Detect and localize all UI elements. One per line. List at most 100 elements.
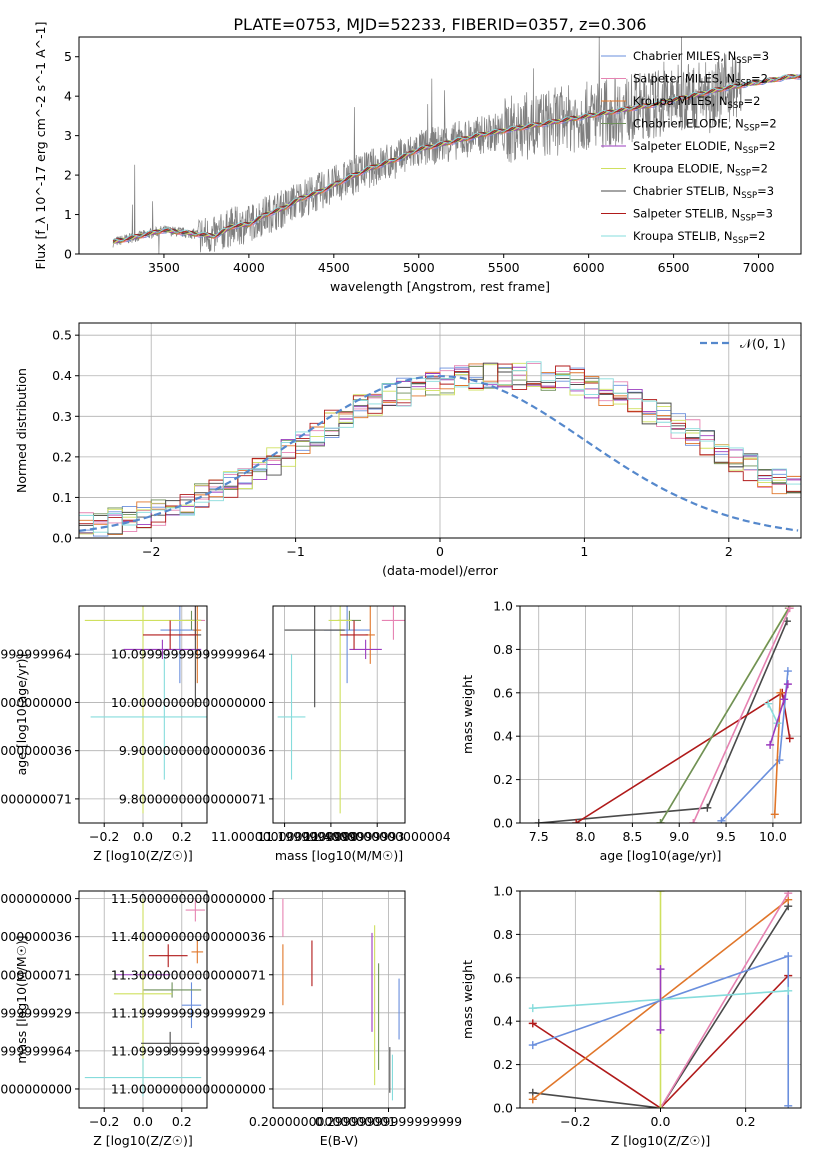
x-tick-label: 4500 (318, 260, 350, 275)
x-axis-label: Z [log10(Z/Z☉)] (93, 1133, 193, 1148)
data-point-marker (785, 734, 794, 743)
y-tick-label: 10.09999999999999964 (111, 647, 266, 662)
y-tick-label: 0.4 (493, 1014, 513, 1029)
data-point-marker (528, 1041, 537, 1050)
y-tick-label: 10.00000000000000000 (0, 695, 72, 710)
data-point-marker (784, 1101, 793, 1108)
y-tick-label: 11.30000000000000071 (0, 967, 72, 982)
model-line (112, 73, 801, 241)
x-tick-label: 2 (725, 544, 733, 559)
y-tick-label: 10.09999999999999964 (0, 647, 72, 662)
data-point-marker (717, 816, 726, 823)
x-tick-label: 11.4000000000000004 (304, 829, 451, 844)
plot-area-mass_vs_ebv (282, 898, 400, 1101)
x-axis-label: wavelength [Angstrom, rest frame] (330, 279, 550, 294)
data-point-marker (785, 606, 794, 613)
data-point-marker (689, 819, 698, 823)
y-axis-label: age [log10(age/yr)] (14, 654, 29, 776)
series-line (538, 620, 788, 823)
x-tick-label: 0.20000000000000001 (249, 1114, 396, 1129)
axes-frame (78, 605, 208, 824)
y-tick-label: 11.00000000000000000 (111, 1081, 266, 1096)
y-axis-label: mass [log10(M/M☉)] (14, 935, 29, 1063)
x-tick-label: 6500 (658, 260, 690, 275)
x-tick-label: 5500 (488, 260, 520, 275)
y-tick-label: 11.09999999999999964 (0, 1043, 72, 1058)
y-tick-label: 0.2 (493, 1057, 513, 1072)
x-tick-label: −0.2 (89, 1114, 119, 1129)
series-line (659, 607, 790, 823)
y-tick-label: 11.19999999999999929 (111, 1005, 266, 1020)
panel-age_vs_mass: 11.000000000000000011.199999999999999311… (111, 605, 451, 863)
data-point-marker (766, 740, 775, 749)
axes-frame (519, 890, 802, 1109)
y-tick-label: 11.30000000000000071 (111, 967, 266, 982)
y-tick-label: 0.3 (52, 409, 72, 424)
y-tick-label: 11.00000000000000000 (0, 1081, 72, 1096)
y-tick-label: 0.5 (52, 328, 72, 343)
data-point-marker (656, 891, 665, 895)
x-tick-label: −0.2 (560, 1114, 590, 1129)
x-tick-label: −2 (142, 544, 160, 559)
axes-frame (78, 36, 802, 255)
plot-area-spectrum (112, 37, 801, 254)
y-tick-label: 3 (64, 128, 72, 143)
x-tick-label: −0.2 (89, 829, 119, 844)
series-line (659, 892, 789, 1108)
axes-frame (519, 605, 802, 824)
x-axis-label: mass [log10(M/M☉)] (275, 848, 403, 863)
x-tick-label: 0.2 (172, 829, 192, 844)
data-point-marker (784, 986, 793, 995)
x-tick-label: 0.2 (172, 1114, 192, 1129)
x-tick-label: 0.2 (736, 1114, 756, 1129)
series-line (575, 691, 791, 823)
x-tick-label: 5000 (403, 260, 435, 275)
legend-label: Salpeter MILES, NSSP=2 (633, 72, 768, 89)
plot-area-mass_vs_Z (84, 898, 206, 1097)
data-point-marker (656, 1025, 665, 1034)
y-tick-label: 0.0 (52, 531, 72, 546)
y-tick-label: 11.50000000000000000 (0, 891, 72, 906)
x-tick-label: 7.5 (529, 829, 549, 844)
y-tick-label: 0.2 (52, 449, 72, 464)
panel-age_vs_Z: −0.2 0.0 0.2 9.80000000000000071 9.900000000… (0, 605, 208, 863)
y-tick-label: 0.0 (493, 1101, 513, 1116)
x-tick-label: 7000 (743, 260, 775, 275)
data-point-marker (780, 695, 789, 704)
data-point-marker (703, 803, 712, 812)
data-point-marker (784, 952, 793, 961)
y-tick-label: 0.4 (52, 368, 72, 383)
x-tick-label: 6000 (573, 260, 605, 275)
axes-frame (78, 890, 208, 1109)
y-tick-label: 11.40000000000000036 (0, 929, 72, 944)
y-axis-label: mass weight (460, 675, 475, 754)
x-axis-label: age [log10(age/yr)] (600, 848, 722, 863)
y-axis-label: Flux [f_λ 10^-17 erg cm^-2 s^-1 A^-1] (33, 22, 48, 270)
data-point-marker (572, 819, 581, 823)
gaussian-curve (79, 375, 799, 532)
x-tick-label: 1 (580, 544, 588, 559)
legend-label: Kroupa MILES, NSSP=2 (633, 94, 760, 111)
series-line (532, 975, 789, 1108)
y-tick-label: 0.8 (493, 642, 513, 657)
y-tick-label: 0.0 (493, 816, 513, 831)
y-tick-label: 11.40000000000000036 (111, 929, 266, 944)
x-tick-label: 8.5 (622, 829, 642, 844)
y-tick-label: 0.2 (493, 772, 513, 787)
plot-area-age_vs_mass (277, 606, 405, 814)
legend-label: Chabrier ELODIE, NSSP=2 (633, 117, 777, 134)
x-tick-label: 9.0 (669, 829, 689, 844)
y-tick-label: 0.4 (493, 729, 513, 744)
panel-residuals: −2 −1 0 1 2 0.0 0.1 0.2 0.3 0.4 0.5 (data-model)/er… (14, 322, 802, 578)
legend-label: Salpeter STELIB, NSSP=3 (633, 207, 773, 224)
series-line (532, 905, 789, 1108)
panel-massweight_vs_Z: −0.2 0.0 0.2 0.0 0.2 0.4 0.6 0.8 1.0 Z [log10(Z/Z… (460, 884, 802, 1148)
x-tick-label: 9.5 (716, 829, 736, 844)
data-point-marker (770, 810, 779, 819)
x-axis-label: Z [log10(Z/Z☉)] (611, 1133, 711, 1148)
y-tick-label: 0.6 (493, 685, 513, 700)
x-axis-label: E(B-V) (320, 1133, 359, 1148)
y-tick-label: 5 (64, 49, 72, 64)
